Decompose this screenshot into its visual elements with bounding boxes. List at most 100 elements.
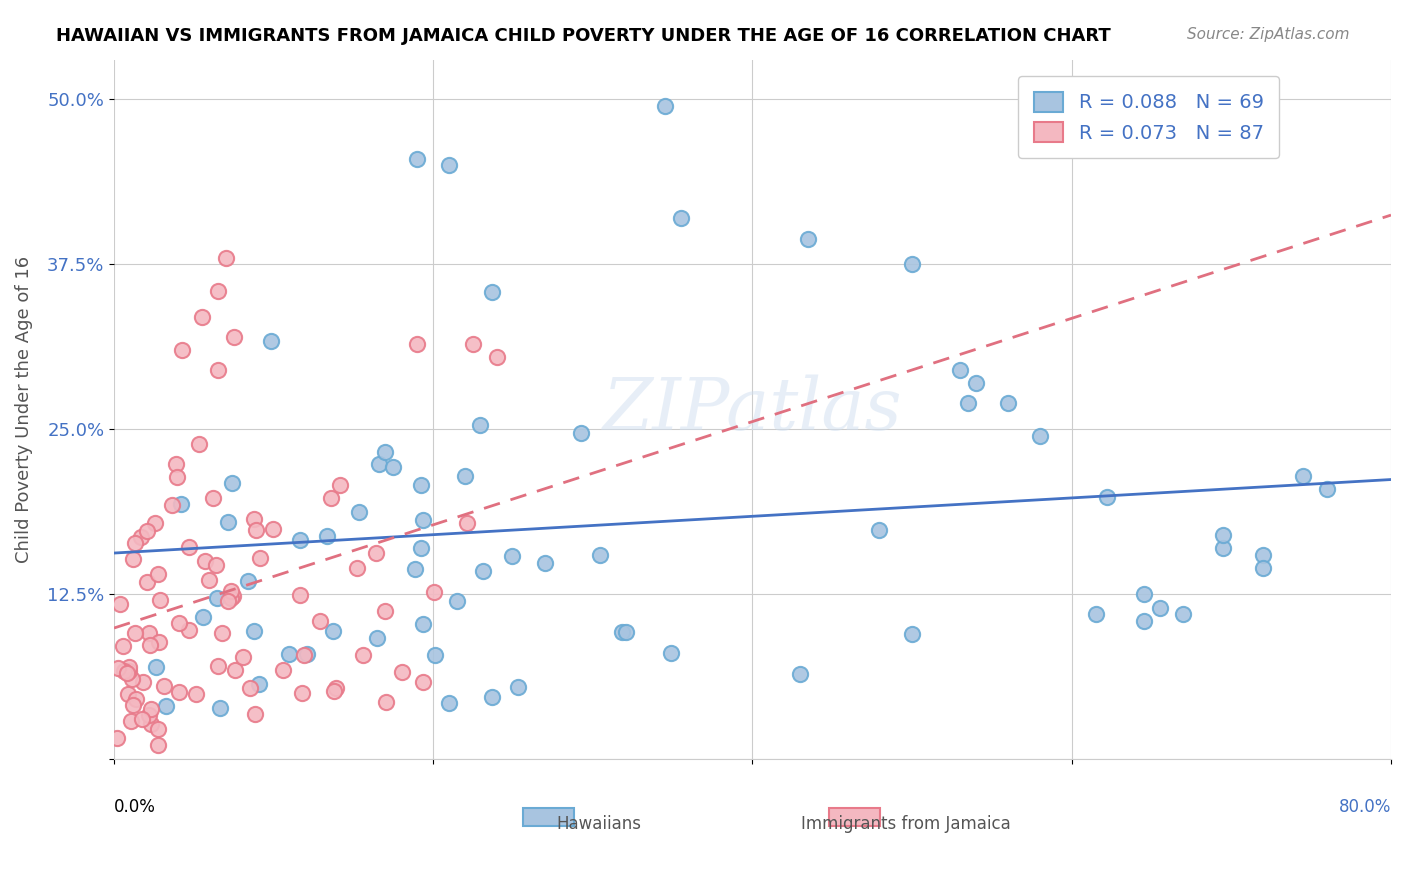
Point [143,516,166,530]
Point [129,530,152,544]
Point [219,583,242,598]
Point [121,552,143,566]
Point [501,549,523,563]
Point [316,529,339,543]
Point [569,426,592,441]
Point [105,731,128,745]
Point [160,498,183,512]
Point [148,635,170,649]
Point [329,477,352,491]
Point [146,566,169,581]
Point [295,647,318,661]
Point [132,675,155,690]
Point [141,717,163,731]
Point [155,698,177,713]
Point [247,677,270,691]
Point [406,336,429,351]
FancyBboxPatch shape [830,808,880,826]
Point [290,533,312,547]
Point [118,664,141,678]
Point [117,687,139,701]
Point [346,561,368,575]
Point [901,627,924,641]
Point [184,687,207,701]
Point [153,679,176,693]
FancyBboxPatch shape [523,808,574,826]
Point [965,376,987,391]
Point [1149,600,1171,615]
Point [412,675,434,690]
Point [238,681,260,695]
Point [111,639,134,653]
Point [207,284,229,298]
Point [222,589,245,603]
Point [121,672,143,686]
Point [323,684,346,698]
Point [1095,491,1118,505]
Point [309,614,332,628]
Point [191,310,214,324]
Point [221,475,243,490]
Point [659,646,682,660]
Point [382,459,405,474]
Point [405,562,427,576]
Point [177,623,200,637]
Point [412,616,434,631]
Point [1029,429,1052,443]
Point [375,695,398,709]
Point [138,708,160,723]
Point [107,661,129,675]
Point [112,664,135,678]
Point [325,681,347,695]
Point [118,660,141,674]
Point [188,437,211,451]
Text: 80.0%: 80.0% [1339,798,1391,816]
Point [217,515,239,529]
Point [249,551,271,566]
Point [131,712,153,726]
Point [290,588,312,602]
Point [205,558,228,572]
Point [179,541,201,555]
Point [322,624,344,638]
Point [614,624,637,639]
Point [208,700,231,714]
Point [207,363,229,377]
Point [789,666,811,681]
Point [796,232,818,246]
Text: Source: ZipAtlas.com: Source: ZipAtlas.com [1187,27,1350,42]
Point [669,211,692,225]
Point [260,334,283,348]
Point [124,536,146,550]
Point [167,685,190,699]
Point [374,604,396,618]
Point [145,660,167,674]
Point [534,556,557,570]
Point [1316,482,1339,496]
Point [120,714,142,728]
Point [486,350,509,364]
Point [437,158,460,172]
Point [170,497,193,511]
Point [423,585,446,599]
Point [391,665,413,680]
Point [243,512,266,526]
Point [139,702,162,716]
Point [472,564,495,578]
Point [347,505,370,519]
Point [166,470,188,484]
Point [245,523,267,537]
Point [956,396,979,410]
Point [232,650,254,665]
Point [135,524,157,538]
Point [949,363,972,377]
Point [172,343,194,357]
Point [423,648,446,662]
Point [374,444,396,458]
Point [1253,561,1275,575]
Point [406,152,429,166]
Point [135,574,157,589]
Point [236,574,259,588]
Point [148,738,170,752]
Point [1212,528,1234,542]
